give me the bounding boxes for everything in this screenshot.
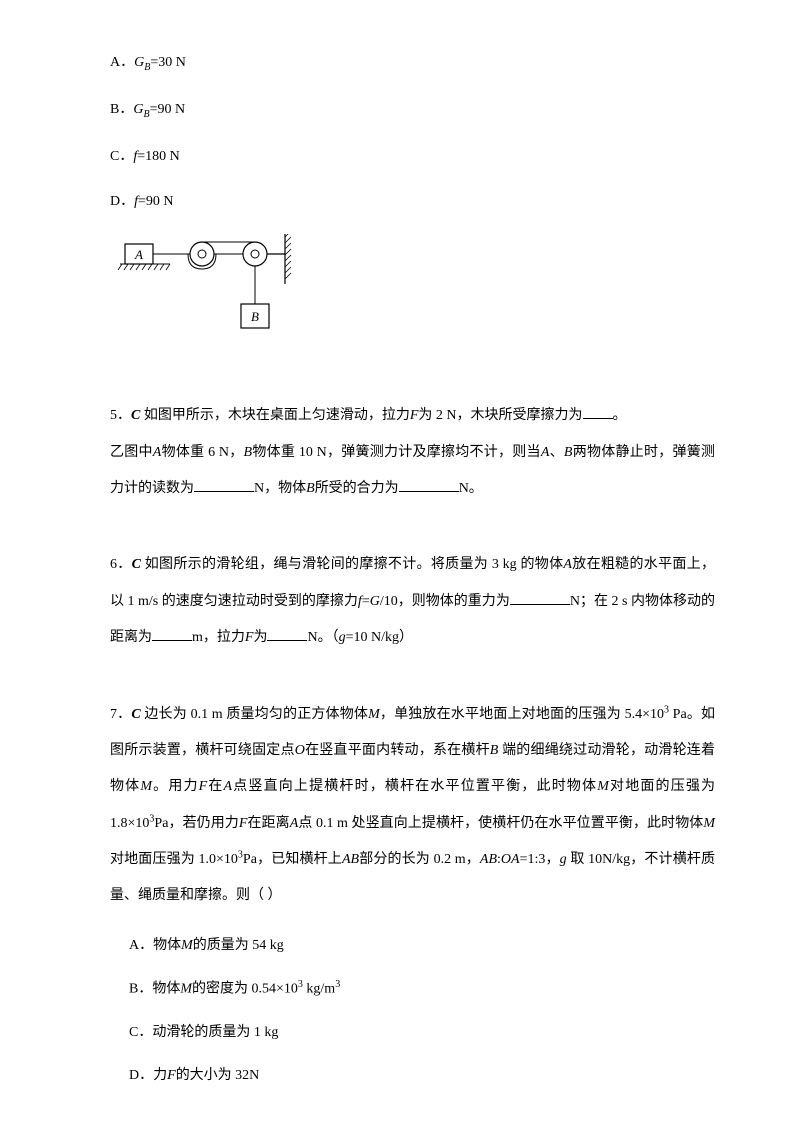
option-b: B．GB=90 N <box>110 97 715 124</box>
option-a: A．物体M的质量为 54 kg <box>129 933 715 958</box>
option-letter: B． <box>110 102 133 117</box>
pulley-diagram: A B <box>110 234 715 358</box>
option-eq: =90 N <box>150 102 186 117</box>
blank <box>399 491 459 492</box>
q-num: 5． <box>110 408 131 423</box>
q-mark: C <box>132 557 141 572</box>
option-var: G <box>133 102 143 117</box>
label-a: A <box>134 247 143 262</box>
q-mark: C <box>131 707 140 722</box>
option-c: C．f=180 N <box>110 144 715 169</box>
question-7: 7．C 边长为 0.1 m 质量均匀的正方体物体M，单独放在水平地面上对地面的压… <box>110 697 715 1089</box>
blank <box>152 640 192 641</box>
blank <box>267 640 307 641</box>
option-var: G <box>134 55 144 70</box>
option-letter: C． <box>110 149 133 164</box>
option-eq: =90 N <box>138 194 174 209</box>
q-mark: C <box>131 408 140 423</box>
option-c: C．动滑轮的质量为 1 kg <box>129 1020 715 1045</box>
question-5: 5．C 如图甲所示，木块在桌面上匀速滑动，拉力F为 2 N，木块所受摩擦力为。 … <box>110 398 715 507</box>
blank <box>583 418 613 419</box>
blank <box>194 491 254 492</box>
option-a: A．GB=30 N <box>110 50 715 77</box>
option-b: B．物体M的密度为 0.54×103 kg/m3 <box>129 976 715 1002</box>
option-d: D．力F的大小为 32N <box>129 1063 715 1088</box>
option-letter: D． <box>110 194 134 209</box>
option-eq: =30 N <box>150 55 186 70</box>
q-num: 6． <box>110 557 132 572</box>
option-letter: A． <box>110 55 134 70</box>
q-num: 7． <box>110 707 131 722</box>
option-eq: =180 N <box>137 149 180 164</box>
label-b: B <box>251 309 259 324</box>
option-d: D．f=90 N <box>110 189 715 214</box>
blank <box>510 604 570 605</box>
question-6: 6．C 如图所示的滑轮组，绳与滑轮间的摩擦不计。将质量为 3 kg 的物体A放在… <box>110 547 715 656</box>
